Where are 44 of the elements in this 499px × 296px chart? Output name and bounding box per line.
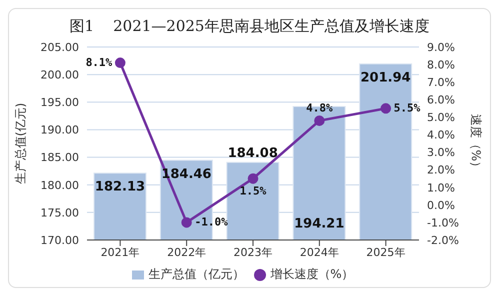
y-tick-label: 175.00 [40, 206, 79, 220]
y-tick-label: 170.00 [40, 234, 79, 247]
data-label: 5.5% [394, 101, 421, 114]
y-tick-label: 200.00 [40, 68, 79, 82]
y-tick-label: 180.00 [40, 178, 79, 192]
data-label: 182.13 [94, 180, 146, 195]
data-label: 4.8% [306, 102, 334, 115]
point [114, 58, 126, 68]
y2-tick-label: -2.0% [427, 234, 459, 247]
y2-tick-label: 2.0% [427, 164, 455, 177]
y-tick-label: 195.00 [40, 96, 79, 110]
y-axis-title: 生产总值(亿元) [13, 102, 28, 184]
point [314, 115, 325, 126]
x-tick-label: 2024年 [300, 246, 339, 259]
data-label: -1.0% [194, 215, 228, 228]
point [380, 103, 392, 114]
x-tick-label: 2021年 [100, 246, 140, 259]
y-tick-label: 205.00 [40, 40, 79, 54]
legend-label: 生产总值（亿元） [148, 267, 244, 281]
data-label: 1.5% [240, 184, 267, 198]
y2-tick-label: 5.0% [427, 111, 455, 124]
y2-tick-label: 0.0% [427, 198, 455, 212]
y2-tick-label: 6.0% [427, 94, 455, 107]
data-label: 184.08 [228, 146, 278, 161]
point [248, 173, 258, 184]
chart-title: 图1 2021—2025年思南县地区生产总值及增长速度 [68, 16, 430, 37]
y2-tick-label: 1.0% [427, 181, 455, 194]
x-tick-label: 2025年 [366, 246, 406, 259]
y2-tick-label: 3.0% [427, 146, 455, 160]
legend-label: 增长速度（%） [270, 267, 354, 281]
y-tick-label: 185.00 [40, 151, 79, 164]
x-tick-label: 2022年 [167, 246, 206, 259]
data-label: 8.1% [86, 56, 113, 69]
y2-tick-label: 7.0% [427, 76, 455, 89]
data-label: 201.94 [360, 70, 411, 86]
point [181, 217, 192, 228]
y2-tick-label: -1.0% [427, 216, 459, 230]
y2-tick-label: 8.0% [427, 58, 455, 72]
y-tick-label: 190.00 [40, 124, 79, 137]
data-label: 194.21 [294, 216, 344, 232]
y2-tick-label: 4.0% [427, 128, 455, 142]
y2-axis-title: 速度（%） [468, 114, 483, 174]
x-tick-label: 2023年 [234, 246, 272, 259]
y2-tick-label: 9.0% [427, 40, 455, 54]
